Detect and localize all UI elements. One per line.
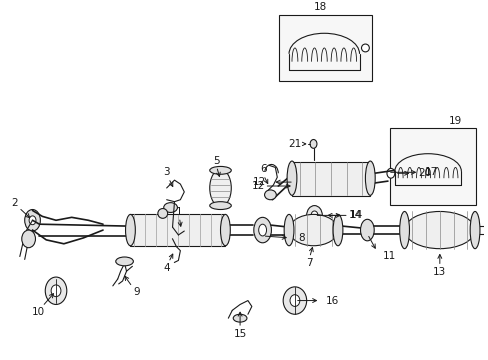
Ellipse shape bbox=[264, 190, 276, 200]
Text: 20: 20 bbox=[417, 168, 430, 178]
Text: 5: 5 bbox=[213, 156, 220, 166]
Ellipse shape bbox=[469, 211, 479, 249]
Text: 19: 19 bbox=[448, 116, 461, 126]
Ellipse shape bbox=[209, 169, 231, 207]
Text: 1: 1 bbox=[176, 207, 183, 217]
Ellipse shape bbox=[22, 230, 36, 248]
Text: 17: 17 bbox=[424, 167, 437, 177]
Text: 14: 14 bbox=[348, 210, 361, 220]
Ellipse shape bbox=[253, 217, 271, 243]
Bar bbox=[389, 128, 475, 204]
Ellipse shape bbox=[332, 215, 342, 246]
Text: 12: 12 bbox=[251, 181, 264, 191]
Bar bbox=[279, 15, 371, 81]
Ellipse shape bbox=[125, 215, 135, 246]
Ellipse shape bbox=[386, 168, 394, 178]
Text: 11: 11 bbox=[382, 251, 395, 261]
Ellipse shape bbox=[360, 219, 373, 241]
Ellipse shape bbox=[404, 211, 474, 249]
Text: 14: 14 bbox=[349, 210, 362, 220]
Ellipse shape bbox=[310, 211, 317, 220]
Text: 7: 7 bbox=[305, 258, 312, 268]
Ellipse shape bbox=[25, 210, 41, 231]
Ellipse shape bbox=[45, 277, 67, 305]
Bar bbox=[130, 215, 225, 246]
Ellipse shape bbox=[283, 287, 306, 314]
Ellipse shape bbox=[306, 206, 322, 225]
Ellipse shape bbox=[209, 166, 231, 174]
Ellipse shape bbox=[399, 211, 408, 249]
Ellipse shape bbox=[29, 216, 36, 225]
Text: 2: 2 bbox=[12, 198, 18, 208]
Ellipse shape bbox=[365, 161, 374, 195]
Text: 15: 15 bbox=[233, 329, 246, 339]
Ellipse shape bbox=[233, 314, 246, 322]
Text: 3: 3 bbox=[163, 167, 170, 177]
Text: 13: 13 bbox=[432, 267, 446, 277]
Ellipse shape bbox=[284, 215, 293, 246]
Ellipse shape bbox=[361, 44, 368, 52]
Ellipse shape bbox=[163, 203, 177, 212]
Ellipse shape bbox=[51, 285, 61, 297]
Ellipse shape bbox=[258, 224, 266, 236]
Ellipse shape bbox=[209, 202, 231, 210]
Ellipse shape bbox=[116, 257, 133, 266]
Text: 16: 16 bbox=[325, 296, 339, 306]
Ellipse shape bbox=[286, 161, 296, 195]
Ellipse shape bbox=[288, 215, 337, 246]
Text: 6: 6 bbox=[260, 165, 266, 174]
Text: 4: 4 bbox=[163, 263, 170, 273]
Text: 12: 12 bbox=[253, 177, 266, 187]
Ellipse shape bbox=[158, 208, 167, 218]
Bar bbox=[291, 162, 369, 196]
Text: 18: 18 bbox=[313, 2, 326, 12]
Ellipse shape bbox=[220, 215, 230, 246]
Ellipse shape bbox=[486, 226, 488, 234]
Ellipse shape bbox=[289, 295, 299, 306]
Text: 10: 10 bbox=[32, 307, 45, 317]
Text: 8: 8 bbox=[297, 233, 304, 243]
Text: 9: 9 bbox=[133, 287, 140, 297]
Ellipse shape bbox=[309, 140, 316, 148]
Text: 21: 21 bbox=[288, 139, 301, 149]
